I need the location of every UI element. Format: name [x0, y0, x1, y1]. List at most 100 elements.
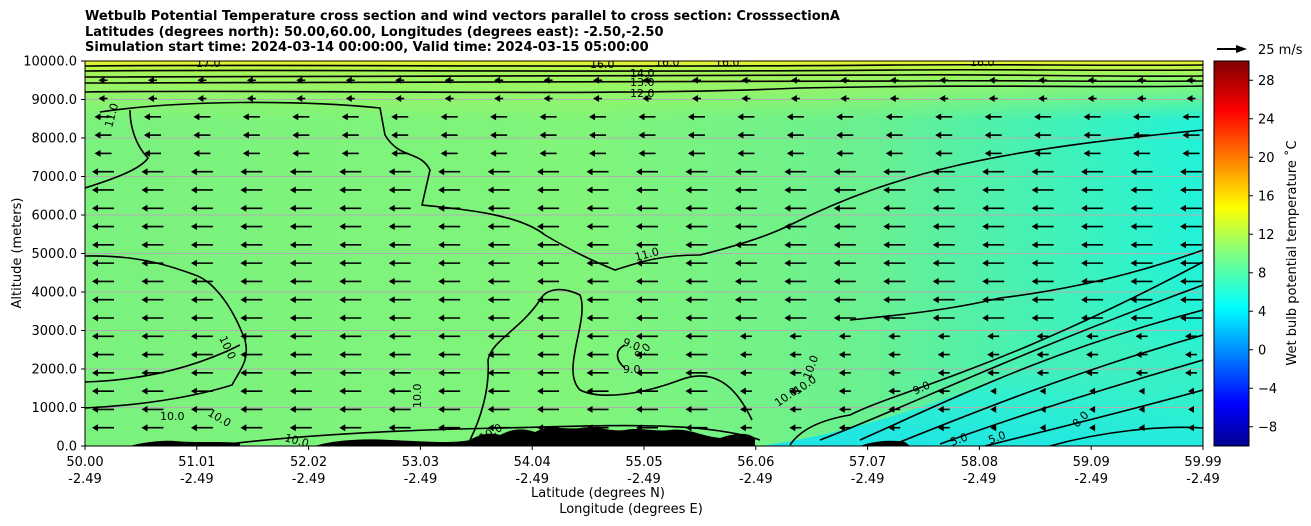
wind-vector: [539, 131, 557, 139]
wind-vector: [444, 95, 454, 103]
wind-vector: [1034, 149, 1052, 157]
wind-vector: [885, 149, 903, 157]
wind-vector: [1087, 76, 1097, 84]
wind-vector: [988, 76, 998, 84]
wind-vector: [1031, 277, 1054, 285]
wind-vector: [984, 113, 1002, 121]
wind-vector: [388, 186, 411, 194]
wind-vector: [739, 351, 752, 359]
wind-vector: [240, 259, 263, 267]
wind-vector: [984, 149, 1002, 157]
wind-vector: [1034, 131, 1052, 139]
wind-vector: [739, 332, 752, 340]
wind-vector: [240, 424, 263, 432]
wind-vector: [935, 131, 953, 139]
title-line-3: Simulation start time: 2024-03-14 00:00:…: [85, 40, 649, 55]
wind-vector: [246, 76, 256, 84]
wind-vector: [833, 241, 856, 249]
wind-vector: [840, 76, 850, 84]
wind-vector: [1039, 424, 1046, 432]
wind-vector: [92, 314, 114, 322]
wind-vector: [1130, 186, 1153, 194]
wind-vector: [141, 259, 164, 267]
wind-vector: [1130, 259, 1153, 267]
wind-vector: [1089, 387, 1096, 395]
wind-vector: [289, 405, 312, 413]
wind-vector: [1185, 332, 1197, 340]
wind-vector: [141, 424, 164, 432]
wind-vector: [636, 296, 658, 304]
wind-vector: [141, 223, 164, 231]
wind-vector: [537, 296, 560, 304]
x-tick-label-lon: -2.49: [68, 472, 102, 487]
wind-vector: [586, 204, 609, 212]
colorbar-tick-label: 24: [1258, 112, 1275, 127]
wind-vector: [240, 223, 263, 231]
wind-vector: [190, 369, 213, 377]
wind-vector: [982, 241, 1005, 249]
wind-vector: [833, 314, 856, 322]
wind-vector: [982, 168, 1005, 176]
wind-vector: [638, 131, 656, 139]
wind-vector: [438, 296, 461, 304]
wind-vector: [296, 76, 306, 84]
wind-vector: [1081, 204, 1104, 212]
wind-vector: [388, 168, 411, 176]
colorbar-gradient: [1213, 60, 1250, 447]
wind-vector: [636, 259, 658, 267]
wind-vector: [784, 186, 807, 194]
x-axis-label-latitude: Latitude (degrees N): [531, 486, 665, 501]
wind-vector: [586, 241, 609, 249]
wind-vector: [840, 95, 850, 103]
wind-vector: [438, 332, 461, 340]
wind-vector: [487, 424, 510, 432]
wind-vector: [1130, 168, 1153, 176]
wind-vector: [789, 351, 802, 359]
x-tick-label-lon: -2.49: [515, 472, 549, 487]
y-tick-label: 0.0: [56, 440, 77, 455]
x-tick-label-lon: -2.49: [180, 472, 214, 487]
wind-vector: [1130, 277, 1153, 285]
wind-vector: [1031, 296, 1054, 304]
contour-line: [1049, 426, 1203, 446]
wind-vector: [487, 186, 510, 194]
x-tick-label-lat: 59.99: [1184, 455, 1221, 470]
wind-vector: [1135, 351, 1148, 359]
wind-vectors: [92, 76, 1202, 432]
contour-label: 11.0: [102, 102, 121, 129]
wind-vector: [1180, 186, 1202, 194]
wind-vector: [339, 405, 362, 413]
contour-label: 10.0: [411, 384, 424, 409]
x-tick-label-lat: 51.01: [178, 455, 215, 470]
wind-vector: [1180, 314, 1202, 322]
y-tick-label: 8000.0: [32, 132, 78, 147]
colorbar-ticks: −8 −4 0 4 8 12 16 20 24 28: [1249, 74, 1277, 435]
wind-vector: [685, 259, 708, 267]
wind-vector: [1180, 259, 1202, 267]
wind-vector: [636, 369, 658, 377]
wind-vector: [537, 277, 560, 285]
wind-vector: [490, 149, 508, 157]
wind-vector: [289, 424, 312, 432]
wind-vector: [836, 131, 854, 139]
wind-vector: [92, 259, 114, 267]
colorbar-tick-label: −8: [1258, 420, 1277, 435]
wind-vector: [388, 259, 411, 267]
wind-vector: [586, 223, 609, 231]
wind-vector: [593, 95, 603, 103]
wind-vector: [339, 223, 362, 231]
wind-vector: [141, 405, 164, 413]
wind-vector: [440, 149, 458, 157]
wind-vector: [92, 241, 114, 249]
wind-vector: [487, 241, 510, 249]
wind-vector: [888, 332, 901, 340]
wind-vector: [388, 296, 411, 304]
wind-vector: [685, 405, 708, 413]
wind-vector: [543, 76, 553, 84]
wind-vector: [833, 186, 856, 194]
wind-vector: [438, 277, 461, 285]
wind-vector: [1133, 113, 1151, 121]
y-tick-label: 6000.0: [32, 209, 78, 224]
wind-vector: [586, 277, 609, 285]
wind-vector: [240, 168, 263, 176]
